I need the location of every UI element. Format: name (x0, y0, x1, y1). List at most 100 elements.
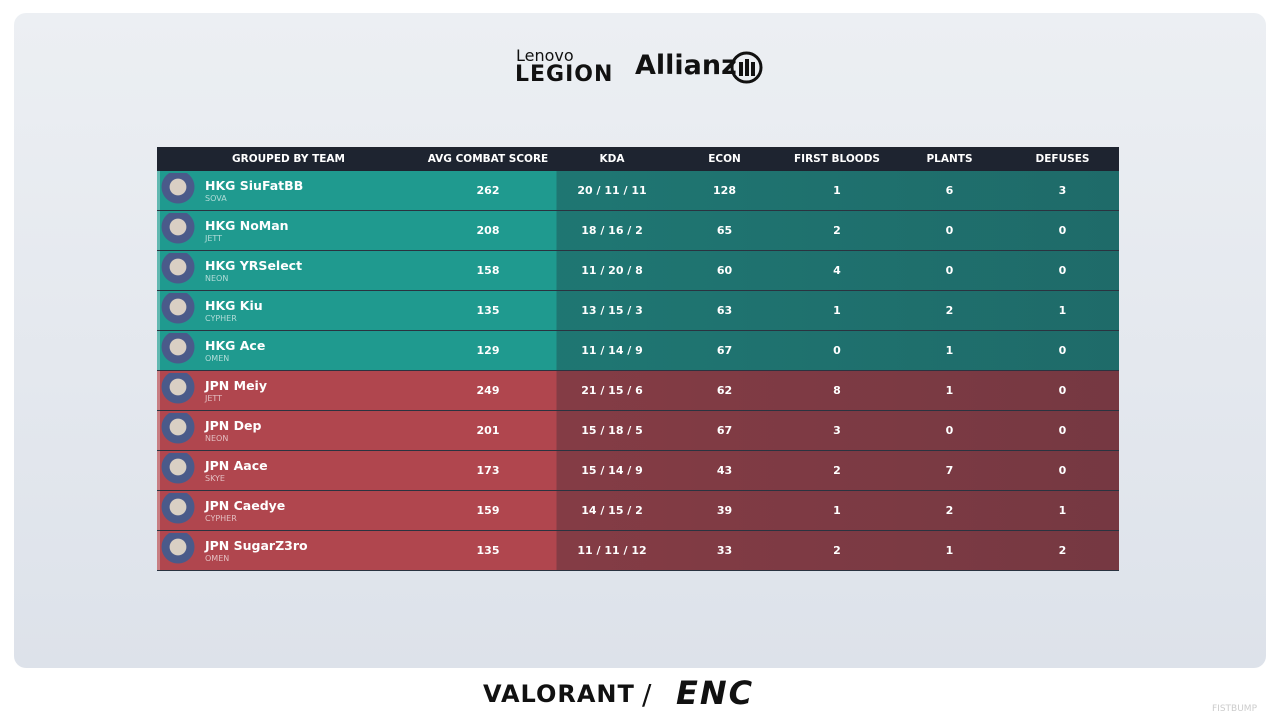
player-row: HKG Ace OMEN 129 11 / 14 / 9 67 0 1 0 (157, 331, 1119, 371)
stat-cell: 173 (476, 464, 500, 477)
stat-cell: 0 (945, 224, 954, 237)
stat-cell: 18 / 16 / 2 (581, 224, 643, 237)
stat-cell: 0 (1058, 344, 1067, 357)
player-row: JPN SugarZ3ro OMEN 135 11 / 11 / 12 33 2 1 2 (157, 531, 1119, 571)
agent-name: SKYE (205, 474, 225, 483)
accent (157, 171, 160, 210)
player-name: JPN Caedye (205, 498, 286, 513)
agent-portrait (161, 453, 195, 488)
player-name: HKG YRSelect (205, 258, 303, 273)
stat-cell: 158 (476, 264, 500, 277)
stat-cell: 1 (945, 344, 954, 357)
stat-cell: 159 (476, 504, 500, 517)
stat-cell: 1 (833, 304, 841, 317)
agent-name: NEON (205, 274, 229, 283)
accent (157, 491, 160, 530)
column-header: DEFUSES (1035, 153, 1090, 165)
stat-cell: 2 (833, 224, 841, 237)
column-header: ECON (708, 153, 741, 165)
stat-cell: 6 (945, 184, 954, 197)
stat-cell: 262 (476, 184, 500, 197)
stat-cell: 1 (1058, 504, 1067, 517)
player-name: HKG SiuFatBB (205, 178, 304, 193)
stat-cell: 63 (716, 304, 733, 317)
player-name: JPN Meiy (205, 378, 267, 393)
accent (157, 211, 160, 250)
agent-name: OMEN (205, 554, 230, 563)
agent-portrait (161, 173, 195, 208)
stat-cell: 67 (716, 344, 733, 357)
accent (157, 331, 160, 370)
player-row: HKG NoMan JETT 208 18 / 16 / 2 65 2 0 0 (157, 211, 1119, 251)
stat-cell: 14 / 15 / 2 (581, 504, 643, 517)
column-header: KDA (599, 153, 625, 165)
stat-cell: 2 (1058, 544, 1067, 557)
stat-cell: 2 (945, 304, 954, 317)
separator: / (642, 678, 652, 711)
stat-cell: 65 (716, 224, 733, 237)
stat-cell: 1 (833, 504, 841, 517)
stat-cell: 13 / 15 / 3 (581, 304, 643, 317)
stat-cell: 15 / 18 / 5 (581, 424, 643, 437)
player-name: JPN Dep (205, 418, 262, 433)
stat-cell: 33 (716, 544, 733, 557)
event-logo: ENC (676, 674, 755, 712)
accent (157, 411, 160, 450)
stat-cell: 15 / 14 / 9 (581, 464, 643, 477)
stat-cell: 43 (716, 464, 733, 477)
stat-cell: 0 (1058, 464, 1067, 477)
agent-portrait (161, 293, 195, 328)
stat-cell: 1 (945, 384, 954, 397)
stat-cell: 1 (833, 184, 841, 197)
stat-cell: 60 (716, 264, 733, 277)
agent-portrait (161, 333, 195, 368)
player-row: JPN Dep NEON 201 15 / 18 / 5 67 3 0 0 (157, 411, 1119, 451)
stat-cell: 11 / 14 / 9 (581, 344, 643, 357)
agent-portrait (161, 373, 195, 408)
stat-cell: 67 (716, 424, 733, 437)
player-name: HKG NoMan (205, 218, 289, 233)
stat-cell: 0 (1058, 384, 1067, 397)
stat-cell: 135 (476, 544, 500, 557)
agent-portrait (161, 533, 195, 568)
column-header: PLANTS (926, 153, 973, 165)
player-row: JPN Caedye CYPHER 159 14 / 15 / 2 39 1 2 1 (157, 491, 1119, 531)
player-row: HKG Kiu CYPHER 135 13 / 15 / 3 63 1 2 1 (157, 291, 1119, 331)
stat-cell: 20 / 11 / 11 (577, 184, 647, 197)
agent-name: CYPHER (205, 314, 237, 323)
stat-cell: 4 (833, 264, 841, 277)
stat-cell: 39 (716, 504, 733, 517)
stat-cell: 208 (476, 224, 500, 237)
stat-cell: 2 (833, 544, 841, 557)
stat-cell: 3 (833, 424, 841, 437)
player-row: HKG SiuFatBB SOVA 262 20 / 11 / 11 128 1 6 3 (157, 171, 1119, 211)
sponsor-logo: Allianz (635, 50, 737, 81)
stat-cell: 3 (1058, 184, 1067, 197)
stat-cell: 1 (945, 544, 954, 557)
stat-cell: 11 / 20 / 8 (581, 264, 643, 277)
agent-name: SOVA (205, 194, 227, 203)
agent-name: NEON (205, 434, 229, 443)
player-row: JPN Aace SKYE 173 15 / 14 / 9 43 2 7 0 (157, 451, 1119, 491)
accent (157, 251, 160, 290)
stat-cell: 2 (833, 464, 841, 477)
accent (157, 371, 160, 410)
agent-name: JETT (205, 394, 223, 403)
stat-cell: 11 / 11 / 12 (577, 544, 647, 557)
stat-cell: 201 (476, 424, 500, 437)
sponsor-logo: LEGION (515, 62, 614, 87)
accent (157, 531, 160, 570)
stat-cell: 0 (945, 424, 954, 437)
stat-cell: 129 (476, 344, 500, 357)
stat-cell: 8 (833, 384, 841, 397)
stat-cell: 21 / 15 / 6 (581, 384, 643, 397)
player-name: JPN Aace (205, 458, 268, 473)
stat-cell: 0 (945, 264, 954, 277)
agent-portrait (161, 413, 195, 448)
stat-cell: 0 (1058, 424, 1067, 437)
game-logo: VALORANT (483, 680, 635, 708)
stat-cell: 0 (1058, 224, 1067, 237)
agent-portrait (161, 253, 195, 288)
header-row: GROUPED BY TEAM AVG COMBAT SCORE KDA ECON FI… (157, 147, 1119, 171)
